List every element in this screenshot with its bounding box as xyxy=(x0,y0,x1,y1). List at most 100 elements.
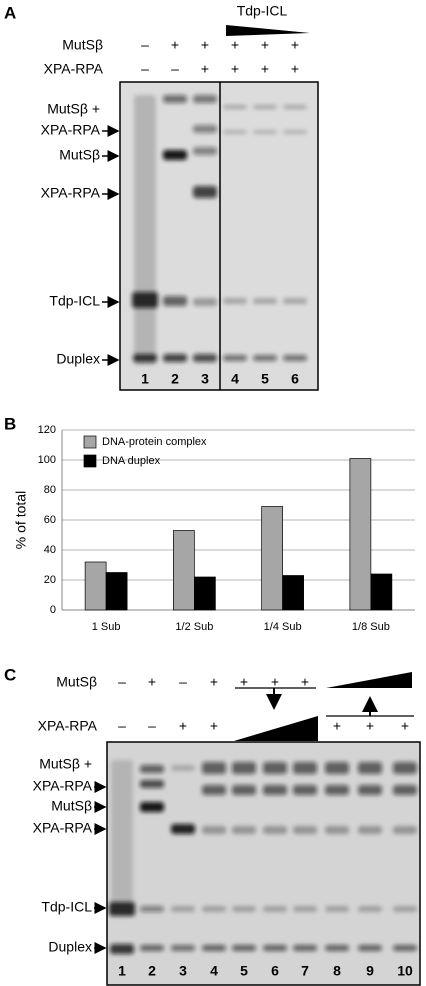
lane-number: 8 xyxy=(333,963,341,979)
band-label: XPA-RPA xyxy=(41,185,101,201)
band xyxy=(163,354,187,362)
band xyxy=(193,147,217,155)
band xyxy=(140,945,164,951)
band xyxy=(202,785,226,795)
band-label: Duplex xyxy=(56,351,100,367)
band xyxy=(393,762,417,774)
sign: – xyxy=(141,37,149,53)
band xyxy=(263,906,287,912)
lane-number: 1 xyxy=(118,963,126,979)
band xyxy=(171,945,195,951)
band xyxy=(393,906,417,912)
band xyxy=(109,902,135,916)
band xyxy=(358,785,382,795)
band xyxy=(140,780,164,788)
band-label: XPA-RPA xyxy=(33,820,93,836)
sign: + xyxy=(261,61,269,77)
sign: + xyxy=(210,718,218,734)
gel-bands xyxy=(132,95,307,365)
row-label: XPA-RPA xyxy=(44,61,104,77)
bar xyxy=(349,458,372,611)
band-label: Tdp-ICL xyxy=(49,293,100,309)
band xyxy=(163,95,187,103)
band xyxy=(232,785,256,795)
sign: + xyxy=(401,718,409,734)
band xyxy=(263,826,287,834)
x-tick-label: 1/2 Sub xyxy=(175,621,213,633)
sign: + xyxy=(291,61,299,77)
sign: – xyxy=(171,61,179,77)
y-tick-label: 40 xyxy=(44,544,56,556)
sign: + xyxy=(291,37,299,53)
band xyxy=(111,760,133,910)
band xyxy=(140,802,164,812)
lane-number: 9 xyxy=(366,963,374,979)
band xyxy=(325,945,349,951)
band xyxy=(132,292,158,308)
band-label: Tdp-ICL xyxy=(41,899,92,915)
band-label: MutSβ + xyxy=(47,101,100,117)
band xyxy=(358,762,382,774)
y-tick-label: 0 xyxy=(50,604,56,616)
row-label: MutSβ xyxy=(56,674,97,690)
band xyxy=(283,298,307,304)
sign: – xyxy=(179,674,187,690)
band xyxy=(171,824,195,834)
sign: + xyxy=(366,718,374,734)
x-tick-label: 1/8 Sub xyxy=(352,621,390,633)
sign: + xyxy=(240,674,248,690)
lane-number: 1 xyxy=(141,371,149,387)
sign: + xyxy=(261,37,269,53)
band xyxy=(253,298,277,304)
band xyxy=(283,355,307,361)
band xyxy=(393,945,417,951)
band xyxy=(171,906,195,912)
sign: + xyxy=(271,674,279,690)
band xyxy=(325,906,349,912)
sign: + xyxy=(179,718,187,734)
lane-number: 6 xyxy=(271,963,279,979)
lane-number: 10 xyxy=(397,963,413,979)
band xyxy=(293,826,317,834)
band xyxy=(232,945,256,951)
lane-number: 3 xyxy=(179,963,187,979)
band xyxy=(283,105,307,109)
band xyxy=(202,945,226,951)
band xyxy=(358,906,382,912)
sign: + xyxy=(148,674,156,690)
band xyxy=(223,105,247,109)
sign: – xyxy=(118,718,126,734)
band xyxy=(293,906,317,912)
band xyxy=(223,298,247,304)
sign: – xyxy=(141,61,149,77)
band xyxy=(134,95,156,365)
band xyxy=(202,826,226,834)
band xyxy=(202,762,226,774)
band xyxy=(283,130,307,134)
legend-label: DNA-protein complex xyxy=(102,436,207,448)
sign: + xyxy=(231,61,239,77)
row-label: MutSβ xyxy=(62,37,103,53)
lane-number: 5 xyxy=(261,371,269,387)
band xyxy=(232,762,256,774)
band xyxy=(263,762,287,774)
band-label: MutSβ xyxy=(51,798,92,814)
band xyxy=(193,186,217,198)
panel-label: A xyxy=(4,3,16,22)
band-label: MutSβ + xyxy=(39,756,92,772)
lane-number: 2 xyxy=(148,963,156,979)
band xyxy=(232,826,256,834)
x-tick-label: 1/4 Sub xyxy=(264,621,302,633)
bar xyxy=(282,575,304,611)
band xyxy=(293,762,317,774)
band xyxy=(393,826,417,834)
row-label: XPA-RPA xyxy=(38,718,98,734)
band-label: Duplex xyxy=(48,939,92,955)
band xyxy=(193,95,217,103)
band-label: MutSβ xyxy=(59,147,100,163)
band xyxy=(223,355,247,361)
sign: + xyxy=(210,674,218,690)
y-tick-label: 20 xyxy=(44,574,56,586)
legend-swatch xyxy=(83,435,97,449)
band xyxy=(325,785,349,795)
